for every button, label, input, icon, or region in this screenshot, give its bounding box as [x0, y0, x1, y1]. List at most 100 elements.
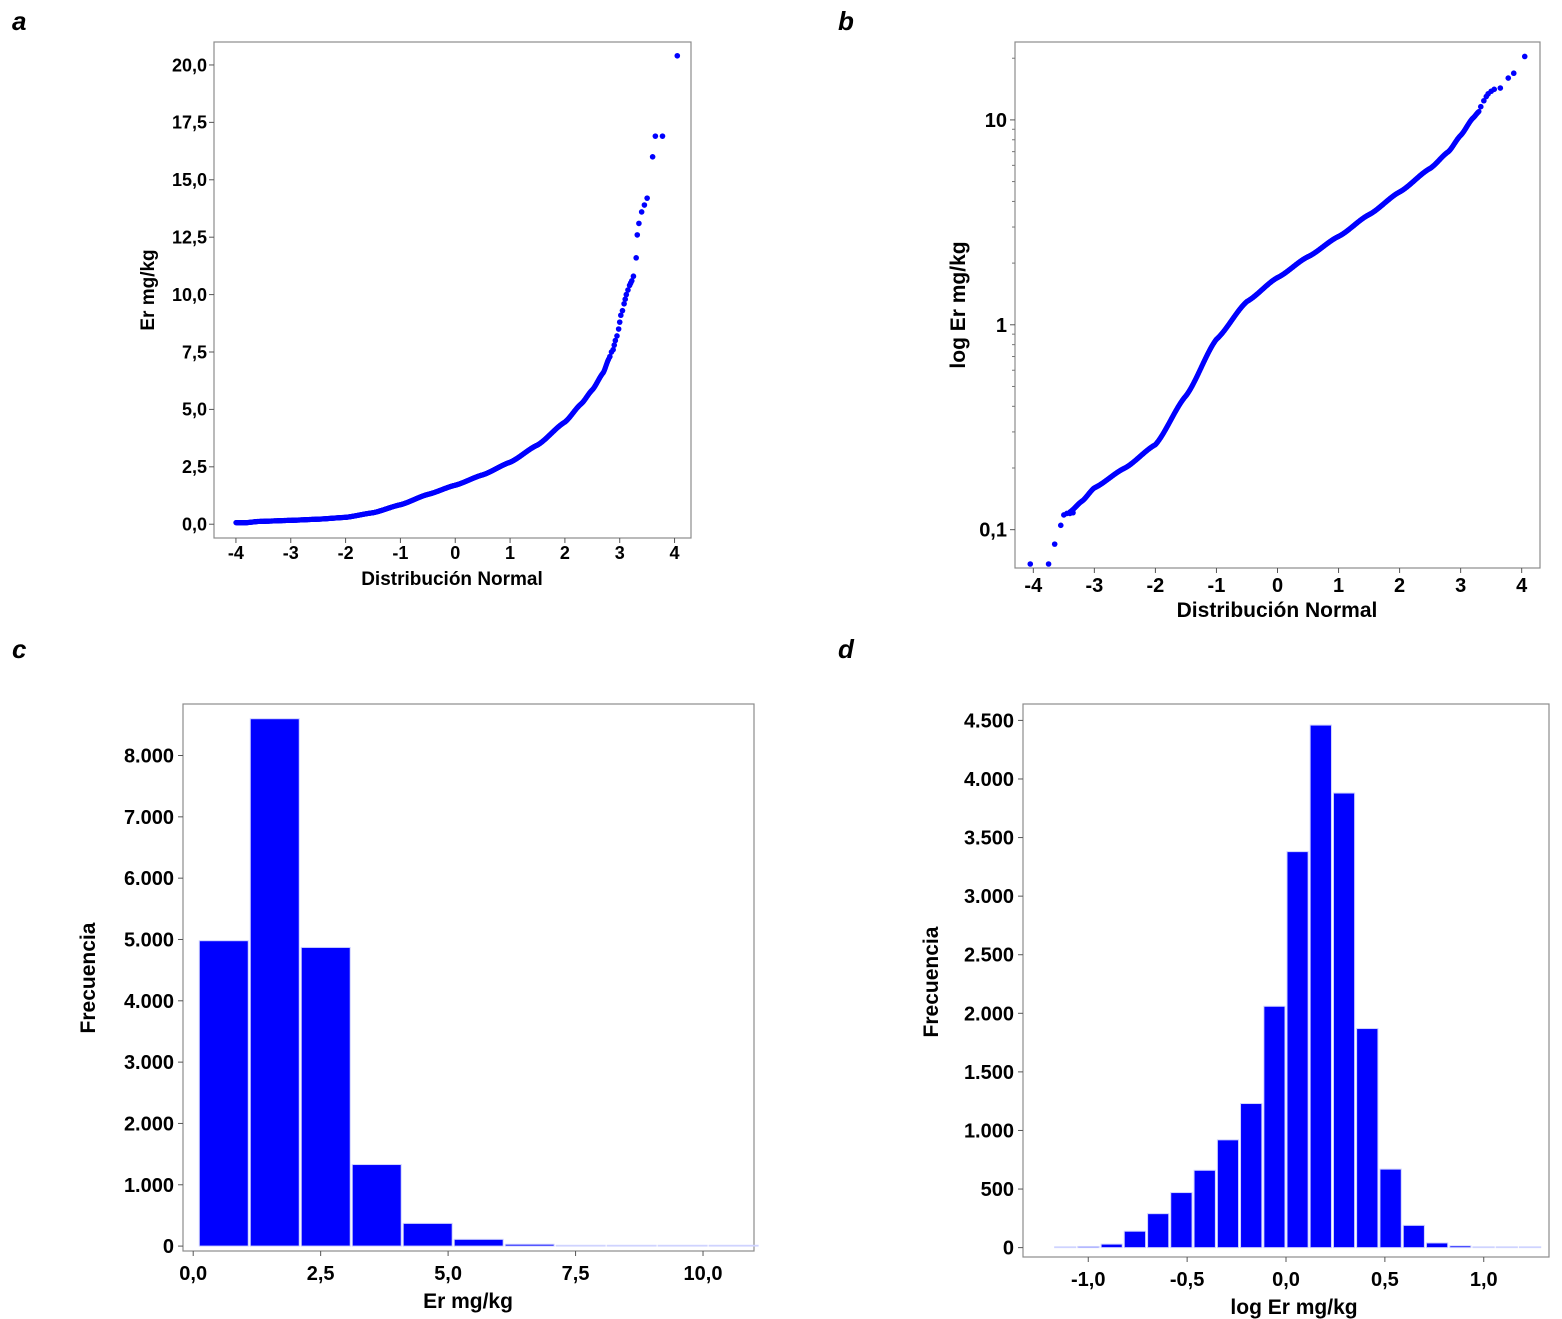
scatter-point [638, 209, 645, 215]
histogram-bar [402, 1222, 453, 1247]
x-tick-label: -1,0 [1071, 1269, 1105, 1291]
y-axis-label-b: log Er mg/kg [947, 241, 970, 368]
y-tick-label: 5,0 [182, 400, 207, 420]
x-tick-label: 3 [615, 543, 625, 563]
y-tick-label: 3.500 [964, 828, 1014, 850]
y-axis-label-c: Frecuencia [77, 922, 100, 1033]
scatter-point [1505, 75, 1512, 81]
y-tick-label: 7,5 [182, 342, 207, 362]
scatter-point [644, 195, 650, 201]
y-tick-label: 3.000 [964, 886, 1014, 908]
scatter-point [1057, 522, 1064, 529]
y-axis-label-d: Frecuencia [920, 926, 943, 1037]
histogram-bar [657, 1244, 708, 1247]
y-tick-label: 1.000 [964, 1120, 1014, 1142]
y-tick-label: 3.000 [124, 1052, 174, 1074]
x-tick-label: 4 [670, 543, 680, 563]
panel-label-d: d [838, 634, 855, 664]
scatter-point [621, 300, 627, 307]
x-tick-label: 1,0 [1470, 1269, 1498, 1291]
scatter-point [622, 296, 629, 302]
histogram-bar [1216, 1139, 1240, 1249]
histogram-bar [1495, 1246, 1518, 1249]
y-tick-label: 2.500 [964, 945, 1014, 967]
x-tick-label: -0,5 [1170, 1269, 1204, 1291]
histogram-bar [1402, 1224, 1425, 1249]
x-tick-label: 0 [450, 543, 460, 563]
scatter-point [612, 337, 619, 344]
scatter-point [628, 278, 635, 284]
scatter-point [659, 133, 666, 139]
scatter-point [611, 342, 618, 348]
x-tick-label: 0,0 [179, 1263, 207, 1285]
histogram-bar [1379, 1168, 1402, 1249]
y-tick-label: 0,0 [182, 515, 207, 535]
y-axis-label-a: Er mg/kg [138, 249, 159, 330]
x-tick-label: 10,0 [684, 1263, 723, 1285]
y-tick-label: 10,0 [172, 285, 207, 305]
histogram-bar [1518, 1246, 1542, 1249]
histogram-bar [1286, 851, 1309, 1249]
scatter-point [649, 154, 656, 160]
panel-label-a: a [12, 6, 26, 36]
plot-frame-d [1022, 703, 1550, 1258]
scatter-point [610, 346, 616, 353]
y-tick-label: 1 [996, 315, 1007, 337]
scatter-point [619, 307, 626, 314]
y-tick-label: 500 [981, 1179, 1014, 1201]
y-tick-label: 10 [985, 110, 1007, 132]
histogram-bar [1449, 1245, 1472, 1249]
panel-label-b: b [838, 6, 854, 36]
scatter-point [1027, 561, 1034, 567]
panel-label-c: c [12, 634, 27, 664]
scatter-point [625, 287, 631, 293]
y-tick-label: 4.000 [964, 769, 1014, 791]
y-tick-label: 0 [1003, 1238, 1014, 1260]
histogram-bar [1263, 1005, 1286, 1249]
y-tick-label: 1.000 [124, 1175, 174, 1197]
x-tick-label: 5,0 [434, 1263, 462, 1285]
histogram-bar [504, 1243, 555, 1247]
scatter-point [614, 333, 620, 339]
x-tick-label: -3 [283, 543, 299, 563]
histogram-bar [1147, 1213, 1170, 1249]
x-tick-label: -2 [338, 543, 354, 563]
x-axis-label-d: log Er mg/kg [1230, 1296, 1357, 1319]
histogram-bar [453, 1238, 504, 1247]
scatter-point [1497, 85, 1504, 91]
y-tick-label: 20,0 [172, 55, 207, 75]
x-tick-label: -4 [228, 543, 244, 563]
scatter-point [1510, 70, 1517, 77]
scatter-point [641, 202, 648, 208]
scatter-point [674, 52, 681, 59]
scatter-point [630, 273, 637, 280]
y-tick-label: 1.500 [964, 1062, 1014, 1084]
histogram-bar [1472, 1246, 1495, 1249]
histogram-bar [1332, 792, 1356, 1249]
x-tick-label: 1 [505, 543, 515, 563]
scatter-point [1051, 541, 1058, 547]
x-tick-label: -1 [392, 543, 408, 563]
y-tick-label: 0 [163, 1236, 174, 1258]
x-tick-label: -3 [1085, 575, 1103, 597]
histogram-bar [1100, 1243, 1123, 1249]
histogram-bar [1193, 1169, 1216, 1249]
x-tick-label: -1 [1208, 575, 1226, 597]
x-tick-label: 0,0 [1272, 1269, 1300, 1291]
y-tick-label: 7.000 [124, 807, 174, 829]
x-tick-label: 3 [1455, 575, 1466, 597]
x-tick-label: 2 [560, 543, 570, 563]
y-tick-label: 2.000 [124, 1113, 174, 1135]
x-tick-label: -2 [1147, 575, 1165, 597]
scatter-point [636, 220, 642, 227]
histogram-bar [351, 1164, 402, 1247]
histogram-bar [1170, 1192, 1193, 1249]
y-tick-label: 4.500 [964, 710, 1014, 732]
histogram-bar [1054, 1246, 1077, 1249]
scatter-point [623, 291, 630, 298]
scatter-point [1045, 561, 1052, 567]
histogram-bar [1077, 1245, 1100, 1249]
chart-panel-d: -1,0 -0,5 0,0 0,5 1,0 0 500 1.000 1.500 2.000 2.50… [920, 703, 1550, 1319]
x-tick-label: 1 [1333, 575, 1344, 597]
